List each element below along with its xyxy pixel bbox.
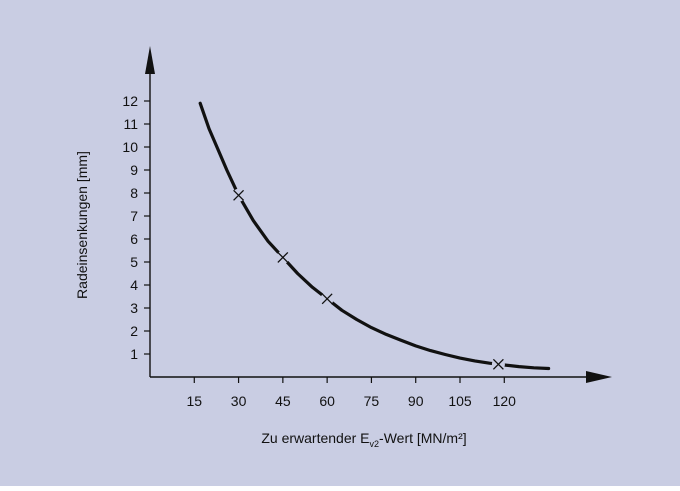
x-axis-ticks: 15 30 45 60 75 90 105 120 — [186, 377, 516, 409]
y-tick-label: 11 — [123, 116, 138, 132]
y-tick-label: 10 — [122, 139, 138, 155]
y-tick-label: 2 — [130, 323, 138, 339]
y-tick-label: 9 — [130, 162, 138, 178]
data-point-marker — [232, 188, 246, 202]
x-tick-label: 15 — [186, 393, 202, 409]
data-point-marker — [320, 292, 334, 306]
marker-cross-stroke — [492, 358, 504, 370]
y-tick-label: 6 — [130, 231, 138, 247]
y-tick-label: 12 — [122, 93, 138, 109]
data-point-marker — [276, 250, 290, 264]
y-tick-label: 4 — [130, 277, 138, 293]
x-tick-label: 60 — [319, 393, 335, 409]
x-axis-label: Zu erwartender Ev2-Wert [MN/m²] — [261, 430, 466, 449]
marker-cross-stroke — [321, 293, 333, 305]
y-tick-label: 7 — [130, 208, 138, 224]
x-tick-label: 120 — [493, 393, 517, 409]
x-tick-label: 75 — [364, 393, 380, 409]
marker-cross-stroke — [277, 251, 289, 263]
marker-cross-stroke — [233, 189, 245, 201]
x-tick-label: 90 — [408, 393, 424, 409]
x-tick-label: 105 — [448, 393, 472, 409]
x-axis-label-main: Zu erwartender E — [261, 430, 369, 446]
y-tick-label: 1 — [130, 346, 138, 362]
x-axis-label-tail: -Wert [MN/m²] — [379, 430, 467, 446]
x-tick-label: 45 — [275, 393, 291, 409]
x-tick-label: 30 — [231, 393, 247, 409]
axes — [145, 46, 612, 383]
y-tick-label: 3 — [130, 300, 138, 316]
marker-layer — [232, 188, 505, 371]
x-axis-arrowhead — [586, 371, 612, 383]
data-point-marker — [491, 357, 505, 371]
y-axis-label: Radeinsenkungen [mm] — [74, 151, 90, 299]
y-tick-label: 8 — [130, 185, 138, 201]
y-axis-arrowhead — [145, 46, 155, 74]
x-axis-label-subscript: v2 — [370, 439, 380, 449]
y-tick-label: 5 — [130, 254, 138, 270]
